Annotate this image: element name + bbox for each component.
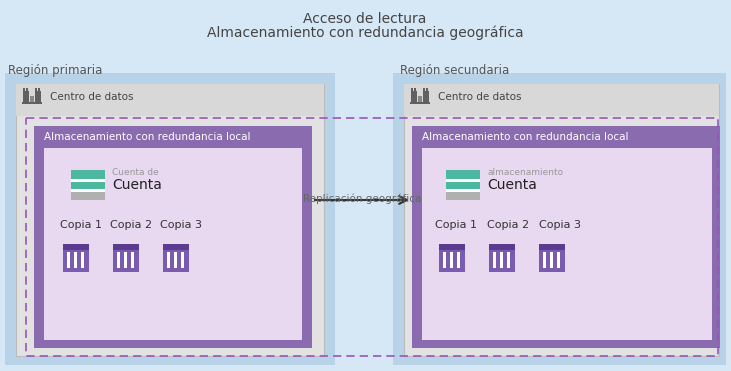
Bar <box>63 244 89 272</box>
Bar <box>446 189 480 192</box>
Bar <box>426 88 428 92</box>
Text: Copia 1: Copia 1 <box>60 220 102 230</box>
Bar <box>26 118 718 356</box>
Bar <box>117 252 120 268</box>
Bar <box>35 91 41 102</box>
Bar <box>23 91 29 102</box>
Bar <box>124 252 127 268</box>
Bar <box>446 179 480 182</box>
Bar <box>411 88 413 92</box>
Bar <box>5 73 335 365</box>
Bar <box>71 189 105 192</box>
Text: Copia 3: Copia 3 <box>160 220 202 230</box>
Bar <box>167 252 170 268</box>
Bar <box>443 252 446 268</box>
Bar <box>113 244 139 272</box>
Bar <box>414 88 416 92</box>
Bar <box>163 244 189 272</box>
Bar <box>44 148 302 340</box>
Bar <box>71 179 105 182</box>
Bar <box>163 244 189 250</box>
Text: Copia 3: Copia 3 <box>539 220 581 230</box>
Bar <box>457 252 460 268</box>
Bar <box>543 252 546 268</box>
Bar <box>493 252 496 268</box>
Bar <box>39 88 40 92</box>
Text: Acceso de lectura: Acceso de lectura <box>303 12 427 26</box>
Text: Replicación geográfica: Replicación geográfica <box>303 193 421 204</box>
Bar <box>22 102 42 104</box>
Bar <box>489 244 515 250</box>
Bar <box>404 84 719 356</box>
Text: almacenamiento: almacenamiento <box>487 168 563 177</box>
Text: Copia 2: Copia 2 <box>487 220 529 230</box>
Bar <box>67 252 70 268</box>
Bar <box>393 73 726 365</box>
Bar <box>422 148 712 340</box>
Bar <box>439 244 465 250</box>
Text: Cuenta de: Cuenta de <box>112 168 159 177</box>
Bar <box>74 252 77 268</box>
Bar <box>35 88 37 92</box>
Bar <box>412 126 720 348</box>
Bar <box>423 88 425 92</box>
Bar <box>410 102 430 104</box>
Bar <box>26 88 28 92</box>
Bar <box>181 252 184 268</box>
Text: Almacenamiento con redundancia local: Almacenamiento con redundancia local <box>422 132 629 142</box>
Bar <box>450 252 453 268</box>
Bar <box>500 252 503 268</box>
Bar <box>71 182 105 189</box>
Text: Región secundaria: Región secundaria <box>400 64 510 77</box>
Text: Región primaria: Región primaria <box>8 64 102 77</box>
Bar <box>113 244 139 250</box>
Bar <box>539 244 565 272</box>
Bar <box>404 84 719 116</box>
Bar <box>71 170 105 179</box>
Text: Cuenta: Cuenta <box>487 178 537 192</box>
Bar <box>411 91 417 102</box>
Bar <box>489 244 515 272</box>
Bar <box>23 88 25 92</box>
Bar <box>557 252 560 268</box>
Bar <box>71 192 105 200</box>
Bar <box>439 244 465 272</box>
Text: Almacenamiento con redundancia local: Almacenamiento con redundancia local <box>44 132 251 142</box>
Bar <box>131 252 134 268</box>
Text: Centro de datos: Centro de datos <box>50 92 134 102</box>
Text: Centro de datos: Centro de datos <box>438 92 521 102</box>
Text: Cuenta: Cuenta <box>112 178 162 192</box>
Bar <box>446 182 480 189</box>
Bar <box>16 84 324 356</box>
Bar <box>29 96 34 102</box>
Bar <box>550 252 553 268</box>
Bar <box>507 252 510 268</box>
Text: Copia 1: Copia 1 <box>435 220 477 230</box>
Bar <box>174 252 177 268</box>
Bar <box>34 126 312 348</box>
Bar <box>417 96 423 102</box>
Text: Copia 2: Copia 2 <box>110 220 152 230</box>
Bar <box>446 170 480 179</box>
Text: Almacenamiento con redundancia geográfica: Almacenamiento con redundancia geográfic… <box>207 26 523 40</box>
Bar <box>63 244 89 250</box>
Bar <box>81 252 84 268</box>
Bar <box>16 84 324 116</box>
Bar <box>446 192 480 200</box>
Bar <box>539 244 565 250</box>
Bar <box>423 91 429 102</box>
